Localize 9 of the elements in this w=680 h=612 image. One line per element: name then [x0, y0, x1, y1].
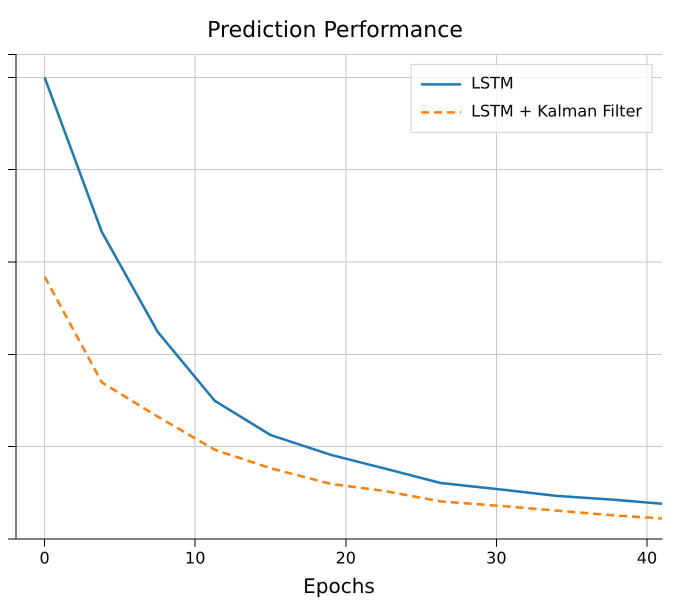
x-tick-label: 10 — [185, 548, 206, 568]
x-tick-label: 40 — [636, 548, 658, 568]
x-tick-label: 20 — [336, 548, 356, 568]
x-tick-label: 30 — [486, 548, 507, 568]
x-axis-title: Epochs — [303, 574, 375, 598]
chart-title: Prediction Performance — [207, 18, 463, 43]
x-tick-label: 0 — [40, 548, 50, 568]
legend-label: LSTM — [471, 74, 514, 93]
legend-label: LSTM + Kalman Filter — [471, 102, 642, 121]
